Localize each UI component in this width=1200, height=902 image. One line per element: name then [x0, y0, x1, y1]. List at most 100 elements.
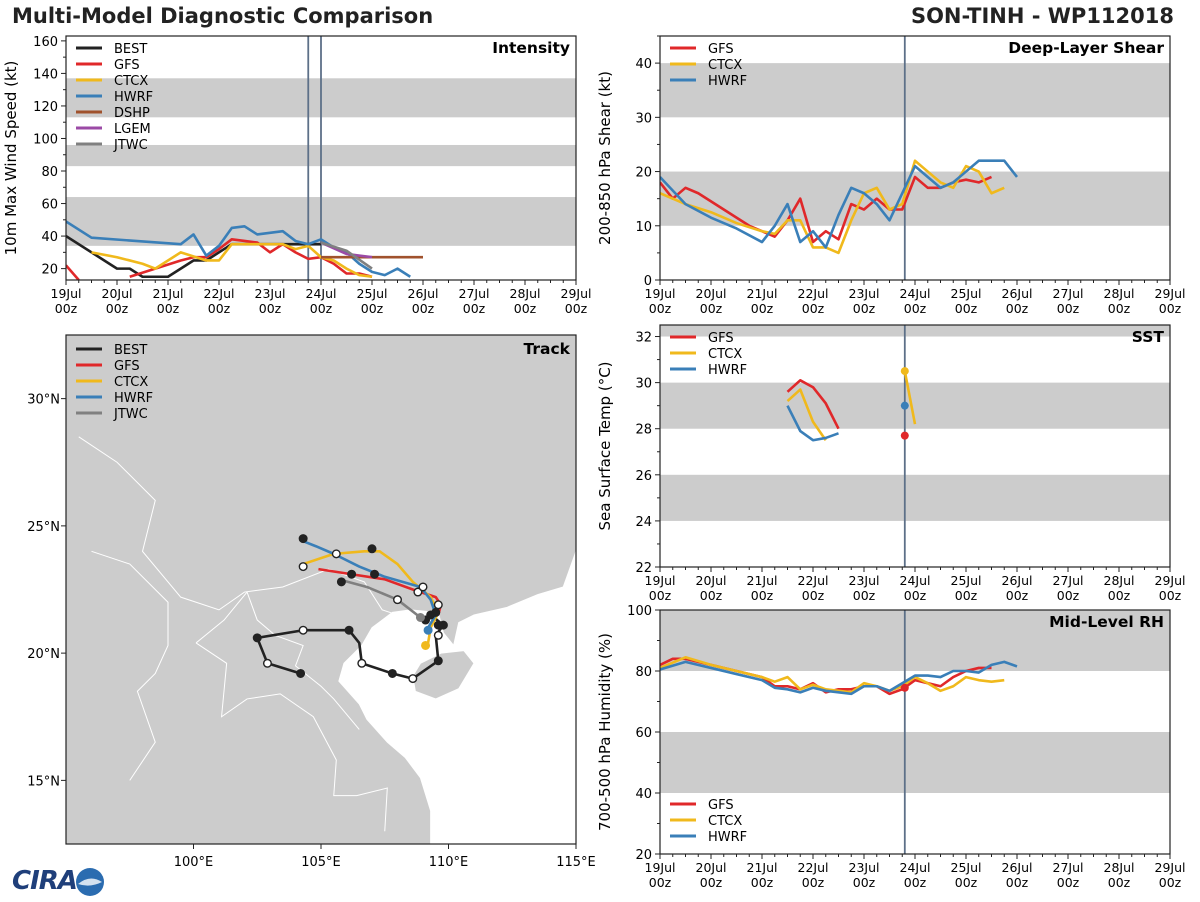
sst-x-tick-day: 25Jul [951, 573, 982, 588]
rh-threshold-band [660, 610, 1170, 671]
intensity-x-tick-day: 23Jul [255, 286, 286, 301]
rh-x-tick-hour: 00z [751, 875, 774, 890]
intensity-y-tick-label: 80 [41, 165, 58, 180]
intensity-y-axis-label: 10m Max Wind Speed (kt) [2, 61, 20, 256]
sst-marker-hwrf [900, 401, 909, 410]
sst-series-gfs [786, 379, 840, 430]
track-position-best [393, 595, 403, 605]
intensity-x-tick-hour: 00z [310, 301, 333, 316]
intensity-x-tick-hour: 00z [361, 301, 384, 316]
cira-logo: CIRA [4, 866, 108, 898]
rh-x-tick-day: 24Jul [900, 860, 931, 875]
rh-x-tick-day: 20Jul [696, 860, 727, 875]
sst-legend-label-gfs: GFS [708, 331, 734, 346]
track-legend-label-jtwc: JTWC [113, 407, 148, 422]
intensity-x-tick-day: 26Jul [408, 286, 439, 301]
track-position-best [370, 569, 380, 579]
intensity-x-tick-hour: 00z [55, 301, 78, 316]
rh-x-tick-hour: 00z [802, 875, 825, 890]
shear-x-tick-day: 27Jul [1053, 286, 1084, 301]
rh-x-tick-hour: 00z [955, 875, 978, 890]
country-border [195, 591, 248, 644]
rh-legend-label-ctcx: CTCX [708, 814, 742, 829]
shear-y-axis-label: 200-850 hPa Shear (kt) [596, 71, 614, 245]
track-position-best [433, 656, 443, 666]
rh-threshold-band [660, 732, 1170, 793]
sst-marker-gfs [900, 431, 909, 440]
intensity-legend-label-hwrf: HWRF [114, 90, 153, 105]
rh-x-tick-day: 28Jul [1104, 860, 1135, 875]
intensity-x-tick-day: 25Jul [357, 286, 388, 301]
rh-legend-label-hwrf: HWRF [708, 830, 747, 845]
shear-x-tick-day: 20Jul [696, 286, 727, 301]
shear-x-tick-day: 29Jul [1155, 286, 1186, 301]
shear-x-tick-day: 21Jul [747, 286, 778, 301]
sst-x-tick-day: 24Jul [900, 573, 931, 588]
intensity-y-tick-label: 160 [33, 35, 58, 50]
track-lat-label: 25°N [27, 520, 60, 535]
rh-y-tick-label: 20 [635, 848, 652, 863]
shear-series-hwrf [660, 159, 1019, 249]
rh-x-tick-hour: 00z [1108, 875, 1131, 890]
track-legend-label-gfs: GFS [114, 359, 140, 374]
sst-y-tick-label: 26 [635, 469, 652, 484]
track-lat-label: 20°N [27, 647, 60, 662]
shear-x-tick-day: 28Jul [1104, 286, 1135, 301]
rh-y-tick-label: 60 [635, 726, 652, 741]
intensity-series-hwrf [66, 220, 411, 278]
shear-x-tick-hour: 00z [802, 301, 825, 316]
rh-x-tick-day: 25Jul [951, 860, 982, 875]
intensity-x-tick-day: 27Jul [459, 286, 490, 301]
rh-x-tick-day: 29Jul [1155, 860, 1186, 875]
track-position-best [418, 582, 428, 592]
rh-x-tick-hour: 00z [1057, 875, 1080, 890]
track-legend-label-hwrf: HWRF [114, 391, 153, 406]
rh-x-tick-hour: 00z [649, 875, 672, 890]
sst-y-tick-label: 24 [635, 515, 652, 530]
track-position-ctcx [421, 640, 431, 650]
intensity-x-tick-hour: 00z [514, 301, 537, 316]
sst-x-tick-day: 29Jul [1155, 573, 1186, 588]
intensity-x-tick-day: 22Jul [204, 286, 235, 301]
intensity-plot-area [66, 36, 576, 280]
shear-y-tick-label: 0 [644, 274, 652, 289]
track-lon-label: 110°E [429, 855, 469, 870]
shear-x-tick-day: 25Jul [951, 286, 982, 301]
track-legend-label-ctcx: CTCX [114, 375, 148, 390]
track-position-best [433, 600, 443, 610]
shear-x-tick-hour: 00z [1108, 301, 1131, 316]
shear-legend-label-gfs: GFS [708, 42, 734, 57]
rh-y-tick-label: 80 [635, 665, 652, 680]
shear-x-tick-day: 24Jul [900, 286, 931, 301]
sst-x-tick-hour: 00z [700, 588, 723, 603]
intensity-legend-label-gfs: GFS [114, 58, 140, 73]
track-line-jtwc [338, 578, 422, 619]
sst-y-axis-label: Sea Surface Temp (°C) [596, 361, 614, 530]
rh-x-tick-hour: 00z [700, 875, 723, 890]
shear-panel: 01020304019Jul00z20Jul00z21Jul00z22Jul00… [596, 35, 1186, 316]
intensity-y-tick-label: 60 [41, 198, 58, 213]
track-line-ctcx [302, 550, 440, 644]
track-position-best [387, 668, 397, 678]
sst-series-hwrf [786, 405, 839, 442]
sst-series-ctcx [786, 388, 827, 441]
intensity-x-tick-hour: 00z [463, 301, 486, 316]
figure-title: Multi-Model Diagnostic Comparison [12, 4, 434, 28]
sst-y-tick-label: 30 [635, 377, 652, 392]
shear-panel-title: Deep-Layer Shear [1008, 39, 1164, 57]
shear-x-tick-day: 23Jul [849, 286, 880, 301]
shear-series-gfs [660, 175, 993, 244]
rh-y-tick-label: 40 [635, 787, 652, 802]
track-legend-label-best: BEST [114, 343, 147, 358]
track-position-best [336, 577, 346, 587]
intensity-y-tick-label: 140 [33, 67, 58, 82]
shear-threshold-band [660, 63, 1170, 118]
track-lon-label: 100°E [174, 855, 214, 870]
shear-x-tick-day: 22Jul [798, 286, 829, 301]
track-lon-label: 105°E [301, 855, 341, 870]
intensity-x-tick-hour: 00z [259, 301, 282, 316]
sst-x-tick-day: 22Jul [798, 573, 829, 588]
intensity-y-tick-label: 40 [41, 230, 58, 245]
